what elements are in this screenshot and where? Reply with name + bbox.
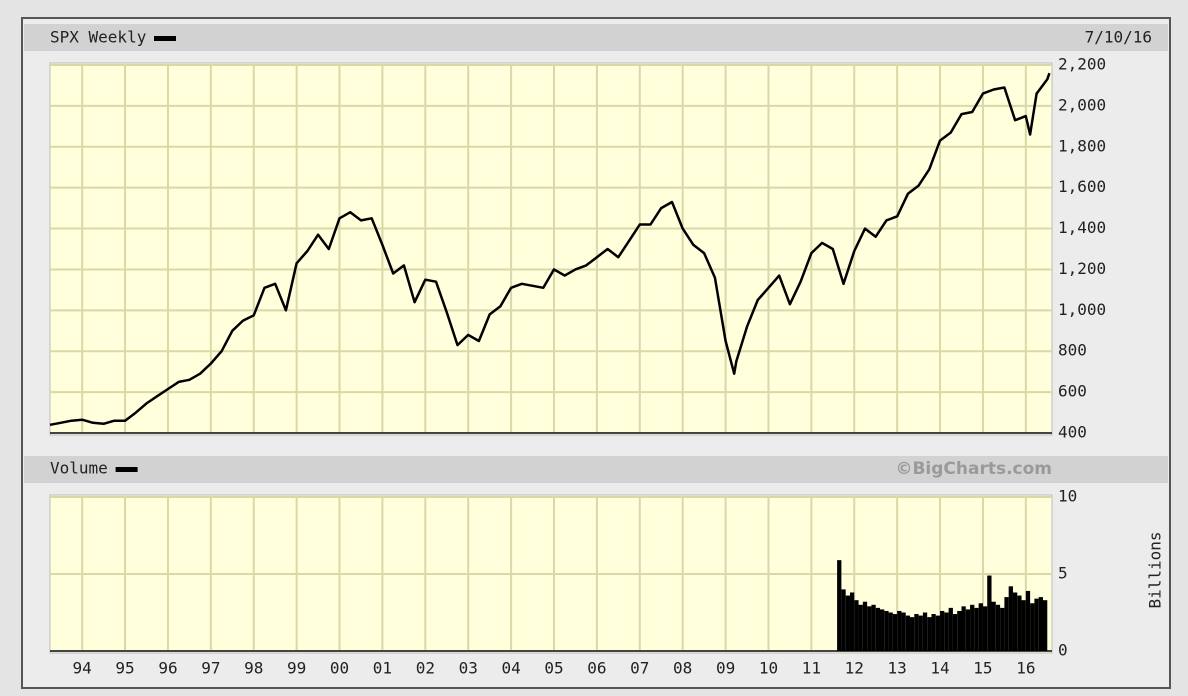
volume-bar: [961, 606, 966, 651]
copyright: ©BigCharts.com: [895, 459, 1052, 479]
volume-bar: [875, 607, 880, 651]
volume-bar: [837, 560, 842, 651]
x-tick-label: 10: [759, 659, 778, 678]
x-tick-label: 00: [330, 659, 349, 678]
volume-bar: [957, 610, 962, 651]
x-tick-label: 98: [244, 659, 263, 678]
y-tick-label: 2,200: [1058, 55, 1106, 74]
y-axis-label: Billions: [1146, 531, 1165, 608]
volume-bar: [1025, 590, 1031, 651]
volume-bar: [892, 614, 898, 651]
x-tick-label: 11: [802, 659, 821, 678]
volume-bar: [1042, 600, 1048, 651]
volume-bar: [854, 600, 859, 651]
volume-bar: [1004, 597, 1009, 651]
volume-bar: [1038, 597, 1043, 651]
volume-bar: [1021, 600, 1026, 651]
volume-bar: [1017, 595, 1022, 651]
volume-bar: [965, 609, 971, 651]
legend-swatch: [115, 467, 138, 472]
y-tick-label: 1,800: [1058, 136, 1106, 155]
x-tick-label: 01: [373, 659, 392, 678]
volume-bar: [1000, 607, 1005, 651]
volume-bar: [948, 607, 953, 651]
x-tick-label: 94: [73, 659, 92, 678]
legend-swatch: [154, 36, 176, 41]
volume-bar: [944, 612, 949, 651]
volume-bar: [918, 615, 923, 651]
x-tick-label: 03: [459, 659, 478, 678]
volume-header: [24, 456, 1168, 483]
volume-bar: [888, 612, 893, 651]
volume-bar: [995, 604, 1001, 651]
volume-bar: [858, 604, 863, 651]
volume-bar: [845, 595, 850, 651]
y-tick-label: 1,400: [1058, 218, 1106, 237]
x-tick-label: 02: [416, 659, 435, 678]
plot-area: [49, 62, 1053, 436]
price-header: [24, 24, 1168, 51]
volume-bar: [970, 604, 975, 651]
y-tick-label: 2,000: [1058, 95, 1106, 114]
volume-bar: [927, 617, 932, 651]
x-tick-label: 08: [673, 659, 692, 678]
volume-bar: [987, 575, 992, 651]
volume-bar: [1030, 603, 1035, 651]
volume-bar: [922, 612, 928, 651]
y-tick-label: 600: [1058, 382, 1087, 401]
x-tick-label: 95: [115, 659, 134, 678]
x-tick-label: 04: [501, 659, 520, 678]
volume-bar: [897, 610, 902, 651]
x-tick-label: 96: [158, 659, 177, 678]
x-tick-label: 05: [544, 659, 563, 678]
x-tick-label: 97: [201, 659, 220, 678]
y-tick-label: 800: [1058, 341, 1087, 360]
volume-bar: [931, 614, 936, 651]
volume-bar: [862, 601, 868, 651]
x-tick-label: 06: [587, 659, 606, 678]
volume-bar: [884, 610, 889, 651]
volume-bar: [1008, 586, 1013, 651]
x-tick-label: 12: [845, 659, 864, 678]
legend-label: Volume: [50, 459, 108, 478]
y-tick-label: 5: [1058, 564, 1068, 583]
x-tick-label: 99: [287, 659, 306, 678]
volume-bar: [849, 592, 855, 651]
volume-bar: [867, 606, 872, 651]
y-tick-label: 400: [1058, 423, 1087, 442]
y-tick-label: 1,600: [1058, 177, 1106, 196]
price-line: [49, 72, 1051, 427]
volume-bar: [914, 614, 919, 651]
volume-bar: [982, 606, 988, 651]
volume-bar: [905, 615, 911, 651]
volume-bar: [879, 609, 885, 651]
volume-bar: [952, 614, 958, 651]
volume-bar: [841, 589, 846, 651]
volume-bar: [935, 615, 941, 651]
x-tick-label: 07: [630, 659, 649, 678]
legend-label: SPX Weekly: [50, 28, 147, 47]
volume-bar: [1034, 598, 1039, 651]
volume-bar: [901, 612, 906, 651]
volume-bar: [978, 603, 983, 651]
y-tick-label: 1,200: [1058, 259, 1106, 278]
x-tick-label: 13: [888, 659, 907, 678]
volume-bar: [1012, 592, 1018, 651]
date-label: 7/10/16: [1085, 28, 1152, 47]
volume-bar: [871, 604, 876, 651]
y-tick-label: 10: [1058, 487, 1077, 506]
y-tick-label: 0: [1058, 641, 1068, 660]
x-tick-label: 09: [716, 659, 735, 678]
volume-bar: [974, 607, 979, 651]
x-tick-label: 14: [930, 659, 949, 678]
x-tick-label: 15: [973, 659, 992, 678]
y-tick-label: 1,000: [1058, 300, 1106, 319]
volume-bar: [991, 601, 996, 651]
volume-bar: [910, 617, 915, 651]
x-tick-label: 16: [1016, 659, 1035, 678]
volume-bar: [940, 610, 945, 651]
